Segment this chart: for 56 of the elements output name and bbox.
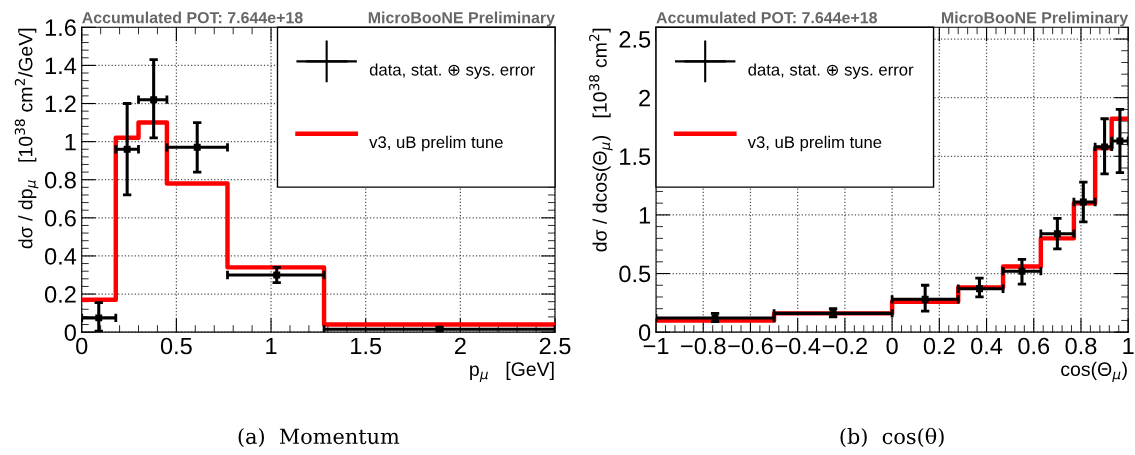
- text: (b) cos(θ): [840, 427, 944, 448]
- x-tick-label: −0.6: [728, 337, 773, 355]
- text: p$_{μ}$ [GeV]: [470, 361, 554, 382]
- y-tick-label: 0: [64, 324, 76, 341]
- chart-title: Accumulated POT: 7.644e+18: [82, 11, 303, 24]
- legend-label: data, stat. ⊕ sys. error: [369, 63, 535, 79]
- y-tick-label: 0.2: [44, 286, 76, 303]
- x-tick-label: 1: [266, 337, 277, 355]
- point: [150, 96, 158, 104]
- point: [1116, 137, 1124, 145]
- y-tick-label: 0.4: [44, 248, 77, 265]
- legend-label: data, stat. ⊕ sys. error: [748, 63, 914, 79]
- x-tick-label: 0.6: [1018, 337, 1050, 355]
- x-tick-label: −0.4: [775, 337, 821, 355]
- x-axis-title: cos(Θ$_{μ}$): [1061, 361, 1127, 382]
- y-tick-label: 1.4: [45, 57, 77, 74]
- x-tick-label: 0.2: [923, 337, 955, 355]
- point: [193, 143, 201, 151]
- point: [1101, 143, 1109, 151]
- point: [95, 314, 103, 322]
- x-tick-label: 0.4: [971, 337, 1003, 355]
- y-tick-label: 0.6: [44, 209, 76, 227]
- x-tick-label: 1.5: [351, 337, 382, 355]
- x-tick-label: 2: [454, 337, 466, 355]
- text: (a) Momentum: [238, 428, 400, 448]
- x-tick-label: 0: [886, 337, 898, 355]
- y-axis-title: dσ / dcos(Θ$_{μ}$) [10$^{38}$ cm$^{2}$]: [589, 28, 613, 252]
- chart-title: Accumulated POT: 7.644e+18: [656, 11, 878, 24]
- point: [1079, 198, 1087, 206]
- point: [975, 285, 983, 293]
- y-tick-label: 2: [639, 89, 650, 107]
- point: [921, 295, 929, 303]
- x-tick-label: 0.5: [160, 337, 192, 355]
- legend-label: v3, uB prelim tune: [369, 135, 503, 152]
- legend-label: v3, uB prelim tune: [747, 135, 882, 152]
- point: [1053, 230, 1061, 238]
- x-tick-label: −0.2: [822, 337, 868, 355]
- y-tick-label: 1: [65, 133, 76, 151]
- text: dσ / dp$_{μ}$ [10$^{38}$ cm$^{2}$/GeV]: [14, 28, 39, 249]
- x-tick-label: −0.8: [681, 337, 726, 355]
- chart-subtitle: MicroBooNE Preliminary: [368, 11, 555, 27]
- point: [1018, 267, 1026, 275]
- y-tick-label: 1.6: [45, 19, 76, 37]
- chart-subtitle: MicroBooNE Preliminary: [941, 11, 1129, 27]
- y-tick-label: 1: [639, 207, 651, 224]
- y-tick-label: 1.2: [45, 95, 76, 113]
- x-tick-label: 0: [76, 337, 88, 355]
- x-tick-label: 1: [1123, 337, 1134, 355]
- y-tick-label: 1.5: [620, 148, 651, 166]
- x-tick-label: 2.5: [539, 337, 571, 355]
- y-tick-label: 0.8: [44, 171, 76, 189]
- y-tick-label: 2.5: [619, 31, 651, 48]
- point: [123, 145, 131, 153]
- y-tick-label: 0.5: [619, 265, 651, 283]
- point: [273, 271, 281, 279]
- x-tick-label: 0.8: [1065, 337, 1097, 355]
